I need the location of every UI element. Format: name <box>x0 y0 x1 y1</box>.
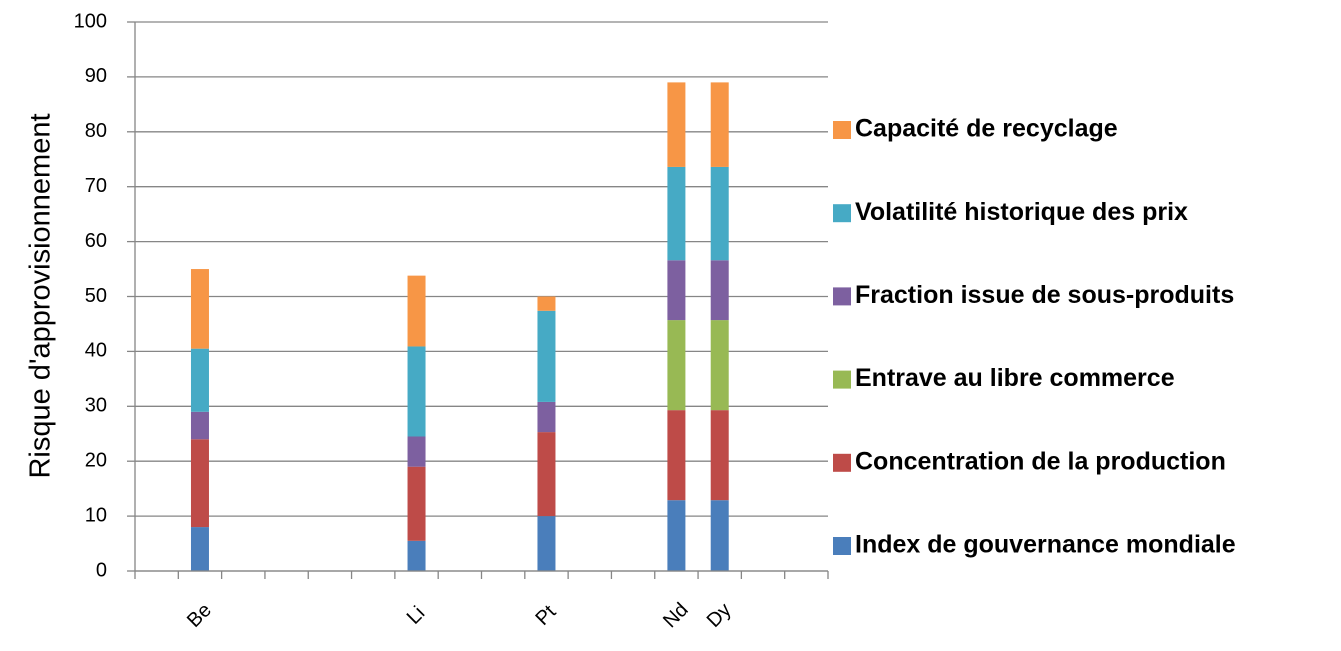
y-axis-title: Risque d'approvisionnement <box>25 113 57 478</box>
legend-label: Entrave au libre commerce <box>855 364 1175 392</box>
bar-segment <box>537 296 556 311</box>
bar-segment <box>710 166 729 261</box>
legend-label: Capacité de recyclage <box>855 115 1118 143</box>
legend-swatch <box>833 287 851 306</box>
bar-segment <box>407 436 426 467</box>
y-tick-label: 70 <box>85 175 107 197</box>
legend-swatch <box>833 204 851 223</box>
bar-segment <box>190 439 209 528</box>
x-tick-label: Be <box>183 599 216 632</box>
x-tick-label: Pt <box>531 601 560 630</box>
bar-segment <box>537 432 556 517</box>
bar-segment <box>190 411 209 440</box>
bar-segment <box>710 260 729 321</box>
legend-swatch <box>833 453 851 472</box>
legend-label: Volatilité historique des prix <box>855 198 1188 226</box>
bar-segment <box>667 260 686 321</box>
bar-segment <box>407 540 426 571</box>
legend-swatch <box>833 537 851 555</box>
y-tick-label: 60 <box>85 230 107 252</box>
y-tick-label: 100 <box>74 10 107 32</box>
bar-segment <box>710 410 729 501</box>
legend-label: Fraction issue de sous-produits <box>855 281 1234 309</box>
bar-segment <box>667 320 686 411</box>
bar-segment <box>667 500 686 571</box>
y-tick-label: 0 <box>96 559 107 581</box>
bar-segment <box>537 310 556 402</box>
y-tick-label: 30 <box>85 395 107 417</box>
bar-segment <box>667 82 686 167</box>
bar-segment <box>190 269 209 349</box>
legend-swatch <box>833 121 851 139</box>
bar-segment <box>537 401 556 433</box>
y-tick-label: 20 <box>85 449 107 471</box>
bar-segment <box>190 348 209 412</box>
bar-segment <box>537 516 556 571</box>
y-tick-label: 80 <box>85 120 107 142</box>
y-tick-label: 10 <box>85 504 107 526</box>
bar-segment <box>710 82 729 167</box>
legend-label: Index de gouvernance mondiale <box>855 531 1236 559</box>
bar-segment <box>667 410 686 501</box>
bar-segment <box>667 166 686 261</box>
x-tick-label: Li <box>403 602 430 629</box>
bar-segment <box>407 275 426 347</box>
y-tick-label: 40 <box>85 340 107 362</box>
bar-segment <box>190 527 209 571</box>
bar-segment <box>407 346 426 437</box>
legend-swatch <box>833 370 851 389</box>
y-tick-label: 90 <box>85 65 107 87</box>
bar-segment <box>710 500 729 571</box>
x-tick-label: Nd <box>659 599 693 633</box>
y-tick-label: 50 <box>85 285 107 307</box>
bar-segment <box>710 320 729 411</box>
x-tick-label: Dy <box>703 599 736 632</box>
bar-segment <box>407 466 426 541</box>
legend-label: Concentration de la production <box>855 447 1226 475</box>
